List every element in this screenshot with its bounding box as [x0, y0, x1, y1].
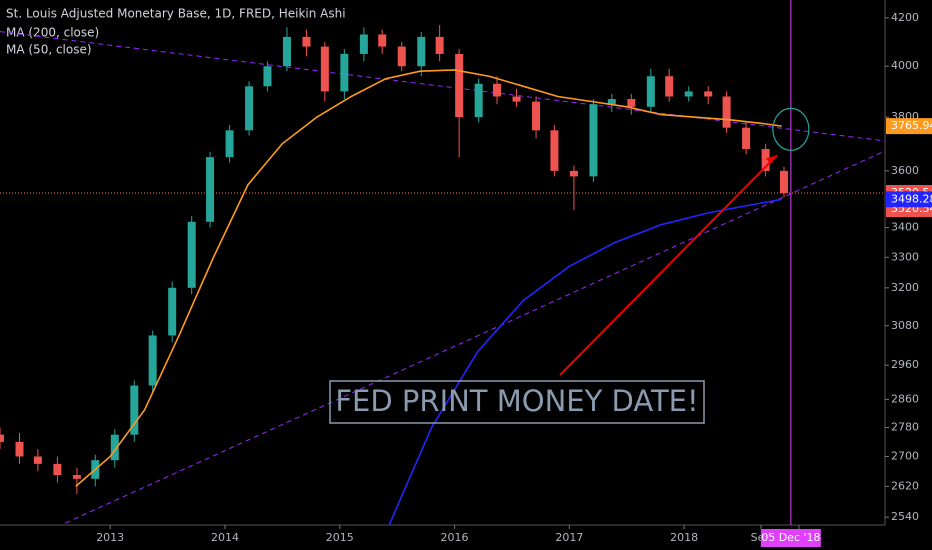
candle-body — [455, 53, 464, 118]
candle-body — [340, 53, 349, 92]
legend-entry: MA (50, close) — [6, 43, 92, 57]
candle-body — [665, 76, 674, 97]
candle-body — [187, 221, 196, 288]
candle-body — [761, 149, 770, 171]
candle-body — [417, 36, 426, 67]
candle-body — [779, 170, 788, 194]
candle-body — [569, 170, 578, 177]
arrow-head — [765, 155, 777, 165]
price-label: 3498.28 — [891, 192, 932, 205]
candle-body — [263, 66, 272, 87]
candle-body — [704, 91, 713, 97]
candle-body — [53, 463, 62, 476]
y-tick-label: 4000 — [891, 59, 919, 72]
date-marker-label: 05 Dec '18 — [761, 531, 820, 544]
legend-entry: MA (200, close) — [6, 26, 99, 40]
y-tick-label: 3080 — [891, 319, 919, 332]
candle-body — [359, 34, 368, 54]
plot — [0, 24, 886, 526]
x-tick-label: 2016 — [441, 531, 469, 544]
candle-body — [397, 46, 406, 67]
candle-body — [225, 130, 234, 158]
ma-line — [388, 198, 782, 526]
x-tick-label: 2013 — [96, 531, 124, 544]
candle-body — [110, 434, 119, 461]
candle-body — [302, 36, 311, 47]
candle-body — [435, 36, 444, 54]
y-tick-label: 2960 — [891, 358, 919, 371]
candle-body — [320, 46, 329, 92]
candle-body — [168, 287, 177, 336]
trendline — [65, 150, 886, 524]
highlight-circle — [772, 107, 810, 151]
candle-body — [684, 91, 693, 97]
x-tick-label: 2015 — [326, 531, 354, 544]
price-label-box — [886, 118, 932, 135]
y-tick-label: 3300 — [891, 250, 919, 263]
date-marker-box — [760, 529, 821, 547]
y-tick-label: 2700 — [891, 449, 919, 462]
y-tick-label: 4200 — [891, 11, 919, 24]
candle-body — [742, 127, 751, 150]
y-tick-label: 3200 — [891, 281, 919, 294]
candle-body — [646, 76, 655, 107]
annotation-box — [329, 380, 705, 424]
candle-body — [72, 475, 81, 479]
candle-body — [148, 335, 157, 386]
trendline — [0, 31, 886, 142]
candle-body — [206, 157, 215, 222]
y-tick-label: 2780 — [891, 421, 919, 434]
y-tick-label: 2860 — [891, 392, 919, 405]
candle-body — [532, 101, 541, 131]
y-tick-label: 3600 — [891, 164, 919, 177]
candle-body — [722, 96, 731, 128]
candle-body — [512, 96, 521, 102]
y-tick-label: 3400 — [891, 221, 919, 234]
price-label-box — [886, 191, 932, 208]
candle-body — [474, 83, 483, 118]
candle-body — [378, 34, 387, 47]
price-label: 3765.94 — [891, 119, 932, 132]
annotation: FED PRINT MONEY DATE! — [335, 384, 698, 418]
candle-body — [282, 36, 291, 67]
y-tick-label: 2620 — [891, 479, 919, 492]
x-tick-label: 2018 — [670, 531, 698, 544]
candle-body — [0, 434, 4, 442]
candle-body — [589, 104, 598, 177]
ma-line — [75, 69, 782, 487]
candle-body — [607, 99, 616, 105]
y-tick-label: 2540 — [891, 510, 919, 523]
candle-body — [627, 99, 636, 107]
arrow — [559, 154, 778, 376]
candle-body — [493, 83, 502, 97]
candle-body — [245, 86, 254, 131]
chart-title: St. Louis Adjusted Monetary Base, 1D, FR… — [6, 7, 346, 21]
x-tick-label: 2017 — [555, 531, 583, 544]
candle-body — [15, 441, 24, 457]
candle-body — [130, 385, 139, 435]
candle-body — [33, 456, 42, 464]
x-tick-label: 2014 — [211, 531, 239, 544]
candle-body — [550, 130, 559, 171]
